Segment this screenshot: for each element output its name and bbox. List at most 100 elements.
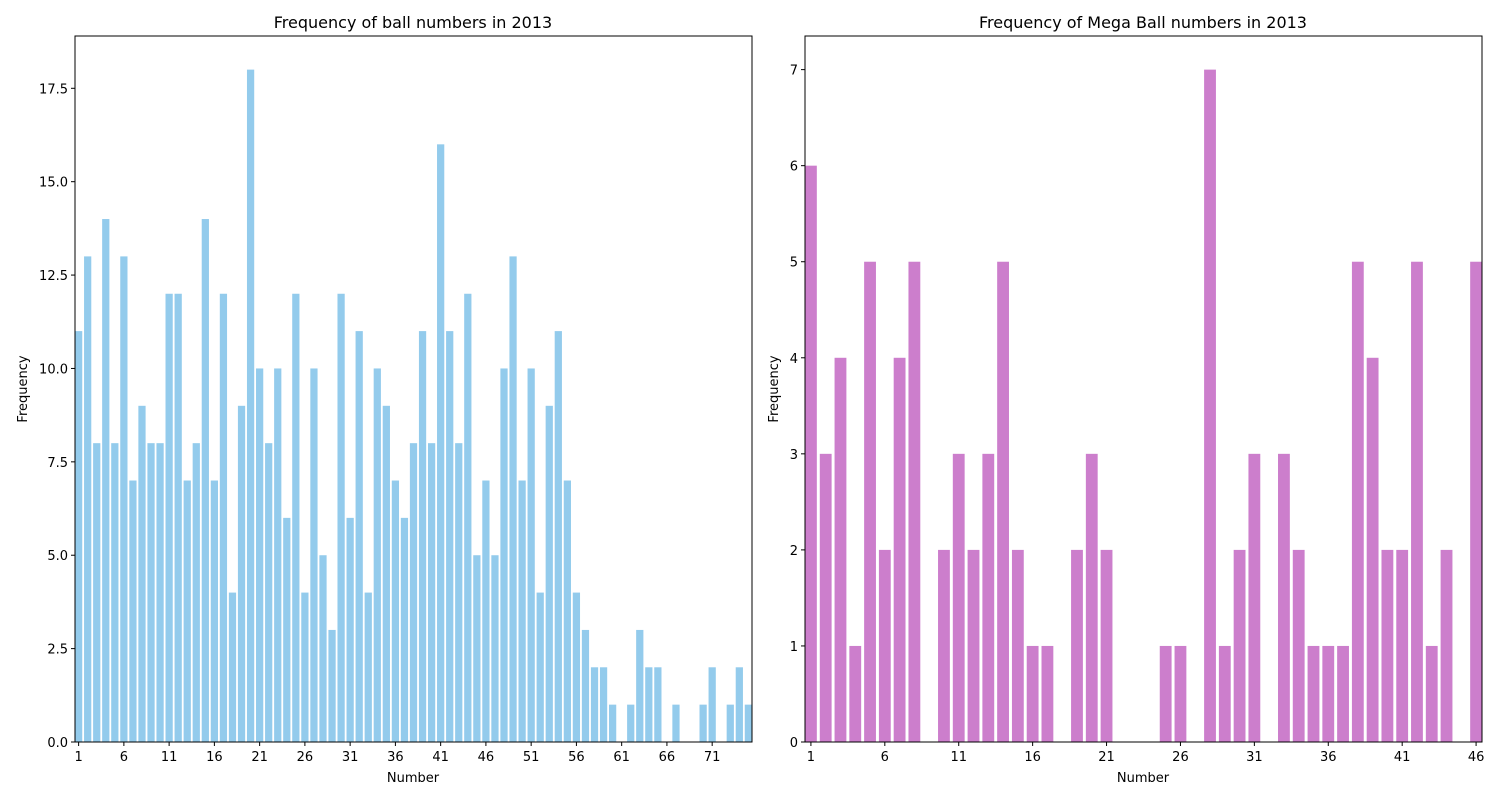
- x-tick-label: 26: [297, 750, 314, 765]
- x-tick-label: 1: [74, 750, 82, 765]
- y-axis: 0.0 2.5 5.0 7.5 10.0 12.5 15.0 17.5: [39, 82, 75, 751]
- bar-36: [391, 480, 400, 742]
- y-tick-label: 15.0: [39, 176, 68, 191]
- x-axis-label: Number: [1117, 771, 1170, 786]
- bar-6: [878, 549, 891, 742]
- bar-43: [455, 443, 463, 742]
- bar-28: [319, 555, 327, 742]
- bar-48: [500, 368, 508, 742]
- x-tick-label: 11: [950, 750, 967, 765]
- y-tick-label: 17.5: [39, 82, 68, 97]
- bar-25: [292, 293, 300, 742]
- bar-4: [849, 645, 862, 742]
- bar-28: [1204, 69, 1216, 743]
- bar-39: [418, 331, 427, 742]
- bar-2: [84, 256, 92, 742]
- bar-5: [111, 443, 119, 742]
- bar-21: [1100, 549, 1113, 742]
- bar-33: [1278, 453, 1290, 742]
- bar-57: [581, 629, 590, 742]
- bar-52: [536, 592, 544, 742]
- bar-13: [982, 453, 995, 742]
- bar-73: [726, 704, 734, 742]
- bar-35: [382, 405, 390, 742]
- y-tick-label: 0: [790, 736, 798, 751]
- bar-64: [645, 667, 653, 742]
- x-tick-label: 41: [432, 750, 449, 765]
- bars: [75, 69, 752, 743]
- bar-38: [409, 443, 418, 742]
- bar-75: [744, 704, 752, 742]
- bar-65: [654, 667, 662, 742]
- bar-11: [952, 453, 965, 742]
- x-axis: 1 6 11 16 21 26 31 36 41 46 51 56 61 66 71: [74, 742, 720, 765]
- y-tick-label: 0.0: [47, 736, 68, 751]
- bar-41: [1396, 549, 1409, 742]
- bar-37: [1337, 645, 1349, 742]
- bar-37: [400, 517, 409, 742]
- bar-56: [572, 592, 581, 742]
- bar-16: [210, 480, 219, 742]
- bar-11: [165, 293, 173, 742]
- x-tick-label: 1: [807, 750, 815, 765]
- x-tick-label: 16: [1024, 750, 1041, 765]
- bar-13: [183, 480, 191, 742]
- bar-59: [599, 667, 608, 742]
- bar-15: [1011, 549, 1024, 742]
- bar-62: [627, 704, 635, 742]
- bar-53: [545, 405, 553, 742]
- y-tick-label: 6: [790, 160, 798, 175]
- x-tick-label: 6: [881, 750, 889, 765]
- x-tick-label: 51: [523, 750, 540, 765]
- x-tick-label: 36: [387, 750, 404, 765]
- bar-10: [156, 443, 164, 742]
- bar-35: [1307, 645, 1320, 742]
- y-tick-label: 5.0: [47, 549, 68, 564]
- bar-3: [834, 357, 847, 742]
- y-tick-label: 3: [790, 448, 798, 463]
- bar-30: [1233, 549, 1246, 742]
- bar-36: [1322, 645, 1335, 742]
- y-tick-label: 7: [790, 64, 798, 79]
- x-tick-label: 56: [568, 750, 585, 765]
- y-tick-label: 2.5: [47, 643, 68, 658]
- bar-54: [554, 331, 562, 742]
- plot-frame: [804, 35, 1483, 743]
- bar-63: [636, 629, 644, 742]
- x-axis: 1 6 11 16 21 26 31 36 41 46: [807, 742, 1484, 765]
- x-tick-label: 66: [659, 750, 676, 765]
- y-tick-label: 2: [790, 544, 798, 559]
- x-tick-label: 21: [1098, 750, 1115, 765]
- bar-12: [174, 293, 182, 742]
- bar-31: [346, 517, 354, 742]
- x-tick-label: 11: [161, 750, 178, 765]
- x-tick-label: 21: [251, 750, 268, 765]
- bar-20: [246, 69, 255, 743]
- bar-60: [608, 704, 617, 742]
- y-axis: 0 1 2 3 4 5 6 7: [790, 64, 805, 751]
- bar-44: [1440, 549, 1453, 742]
- x-tick-label: 6: [120, 750, 128, 765]
- bar-3: [93, 443, 101, 742]
- x-tick-label: 46: [478, 750, 495, 765]
- bar-58: [590, 667, 599, 742]
- bar-40: [427, 443, 436, 742]
- bar-44: [464, 293, 472, 742]
- bar-21: [256, 368, 264, 742]
- bar-49: [509, 256, 517, 742]
- bar-50: [518, 480, 526, 742]
- x-tick-label: 16: [206, 750, 223, 765]
- bars: [805, 69, 1482, 743]
- bar-23: [274, 368, 282, 742]
- bar-15: [201, 219, 209, 742]
- bar-1: [75, 331, 83, 742]
- x-tick-label: 31: [1246, 750, 1263, 765]
- y-tick-label: 12.5: [39, 269, 68, 284]
- bar-12: [967, 549, 980, 742]
- bar-1: [805, 165, 817, 742]
- bar-10: [938, 549, 950, 742]
- bar-5: [864, 261, 876, 742]
- bar-17: [1041, 645, 1054, 742]
- bar-16: [1026, 645, 1039, 742]
